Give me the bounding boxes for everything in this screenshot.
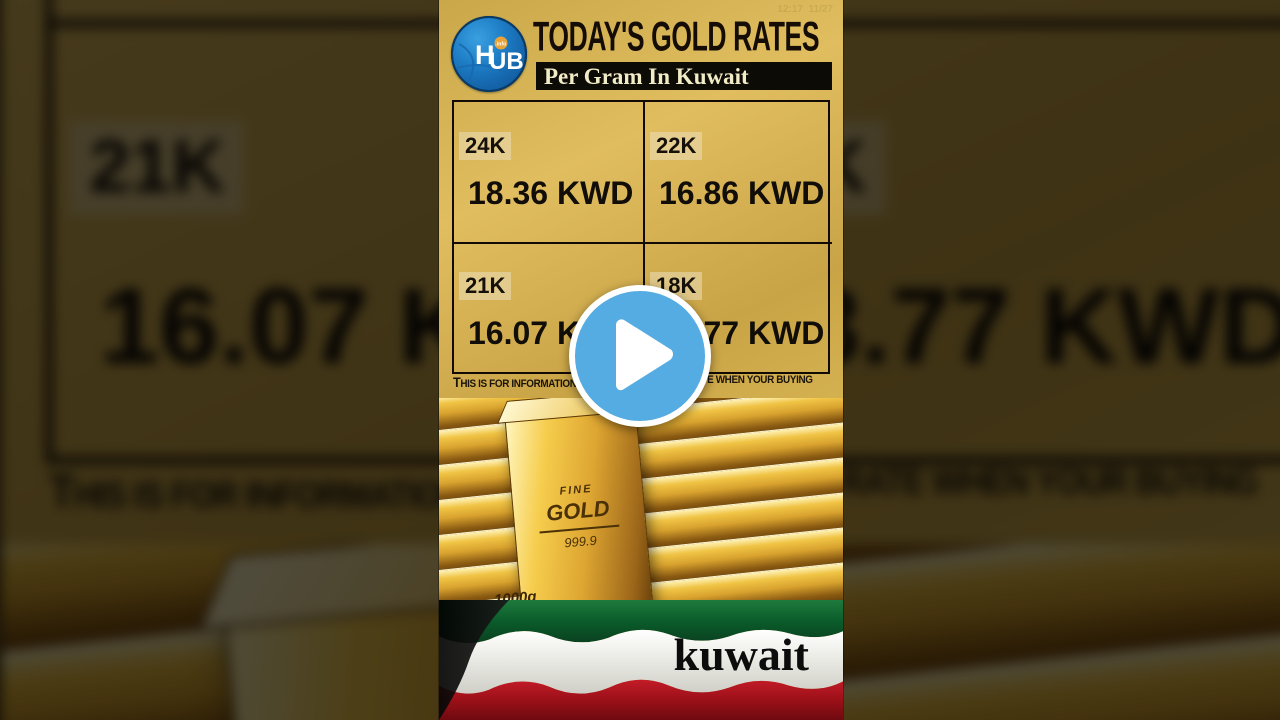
svg-text:UB: UB — [489, 48, 524, 75]
svg-text:.info: .info — [495, 41, 506, 47]
